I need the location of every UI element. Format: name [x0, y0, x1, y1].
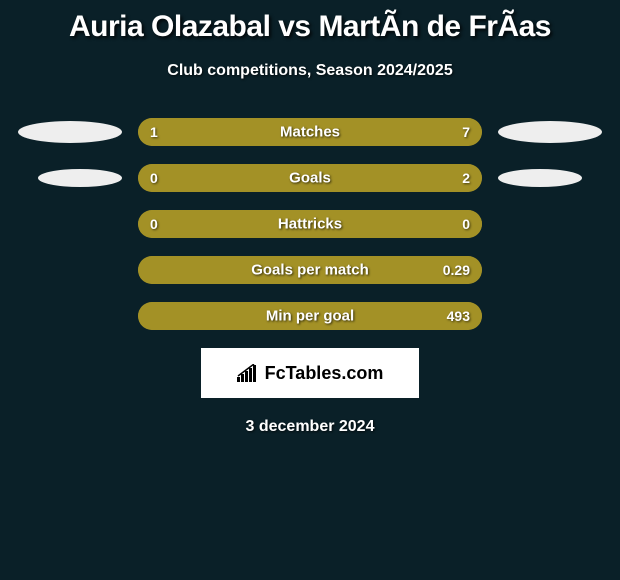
stat-right-value: 7 — [462, 124, 470, 140]
stat-row: 493 Min per goal — [0, 302, 620, 330]
stat-bar: 1 7 Matches — [138, 118, 482, 146]
logo-text: FcTables.com — [265, 363, 384, 384]
stat-row: 0 2 Goals — [0, 164, 620, 192]
stat-right-value: 0.29 — [443, 262, 470, 278]
stat-right-value: 493 — [447, 308, 470, 324]
bar-left-fill — [138, 118, 200, 146]
stat-left-value: 0 — [150, 170, 158, 186]
stat-right-value: 0 — [462, 216, 470, 232]
stat-row: 0.29 Goals per match — [0, 256, 620, 284]
stat-bar: 493 Min per goal — [138, 302, 482, 330]
stat-left-value: 1 — [150, 124, 158, 140]
bar-right-fill — [200, 118, 482, 146]
stat-label: Hattricks — [278, 216, 342, 233]
stat-row: 1 7 Matches — [0, 118, 620, 146]
stat-right-value: 2 — [462, 170, 470, 186]
bar-left-fill — [138, 302, 152, 330]
bar-left-fill — [138, 256, 152, 284]
player-right-badge — [498, 169, 582, 187]
stat-left-value: 0 — [150, 216, 158, 232]
player-right-badge — [498, 121, 602, 143]
stat-label: Matches — [280, 124, 340, 141]
stat-label: Min per goal — [266, 308, 354, 325]
stat-label: Goals — [289, 170, 331, 187]
stat-bar: 0 2 Goals — [138, 164, 482, 192]
bar-chart-icon — [237, 364, 259, 382]
subtitle: Club competitions, Season 2024/2025 — [0, 62, 620, 80]
page-title: Auria Olazabal vs MartÃ­n de FrÃ­as — [0, 0, 620, 44]
stat-bar: 0 0 Hattricks — [138, 210, 482, 238]
logo-box: FcTables.com — [201, 348, 419, 398]
stat-row: 0 0 Hattricks — [0, 210, 620, 238]
stat-label: Goals per match — [251, 262, 369, 279]
stat-bar: 0.29 Goals per match — [138, 256, 482, 284]
player-left-badge — [18, 121, 122, 143]
date-text: 3 december 2024 — [0, 418, 620, 436]
stats-chart: 1 7 Matches 0 2 Goals 0 0 Hattricks 0.29 Goals per… — [0, 118, 620, 330]
player-left-badge — [38, 169, 122, 187]
